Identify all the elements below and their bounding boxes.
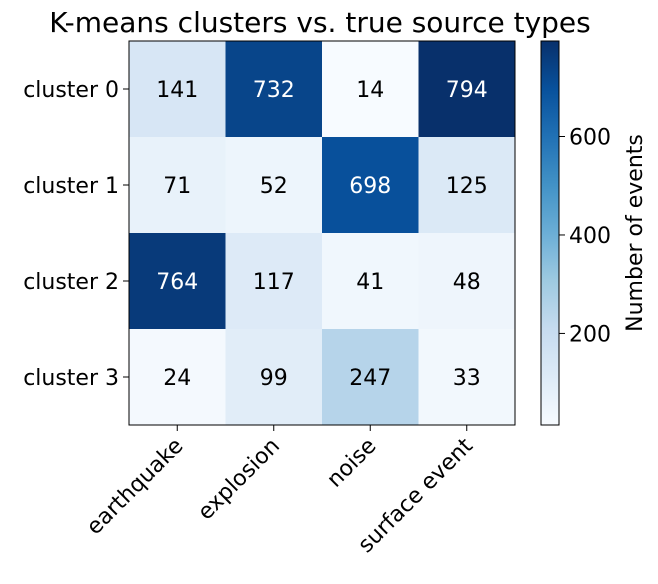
row-tick-labels: cluster 0 cluster 1 cluster 2 cluster 3 <box>23 78 129 391</box>
cell-value-label: 52 <box>260 174 288 199</box>
cell-value-label: 99 <box>260 366 288 391</box>
cell-value-label: 24 <box>163 366 191 391</box>
cell-value-label: 698 <box>349 174 391 199</box>
heatmap-cell <box>418 137 516 234</box>
heatmap-cell <box>129 329 226 426</box>
heatmap-cell <box>418 233 516 330</box>
cell-value-label: 247 <box>349 366 391 391</box>
plot-frame <box>128 40 516 426</box>
heatmap-cell <box>225 137 323 234</box>
cell-value-label: 732 <box>253 78 295 103</box>
heatmap-cell <box>129 137 226 234</box>
heatmap-cell <box>418 329 516 426</box>
cell-value-label: 14 <box>356 78 384 103</box>
cell-value-label: 71 <box>163 174 191 199</box>
row-tick-label: cluster 0 <box>23 78 119 103</box>
row-tick-label: cluster 3 <box>23 366 119 391</box>
heatmap-cells: 141 732 14 794 71 52 698 125 764 117 41 48 24 99 247 33 <box>129 41 516 426</box>
chart-title: K-means clusters vs. true source types <box>49 6 590 39</box>
column-tick-label: noise <box>322 434 381 493</box>
column-tick-label: earthquake <box>82 434 188 540</box>
colorbar <box>540 40 560 426</box>
cell-value-label: 117 <box>253 270 295 295</box>
row-tick-label: cluster 1 <box>23 174 119 199</box>
heatmap-cell <box>129 233 226 330</box>
cell-value-label: 125 <box>446 174 488 199</box>
heatmap-cell <box>225 233 323 330</box>
heatmap-cell <box>129 41 226 138</box>
cell-value-label: 141 <box>156 78 198 103</box>
row-tick-label: cluster 2 <box>23 270 119 295</box>
column-tick-label: explosion <box>193 434 285 526</box>
heatmap-cell <box>322 233 419 330</box>
cell-value-label: 764 <box>156 270 198 295</box>
heatmap-cell <box>322 137 419 234</box>
colorbar-ticks: 200 400 600 <box>559 126 611 347</box>
heatmap-cell <box>418 41 516 138</box>
heatmap-cell <box>322 41 419 138</box>
colorbar-tick-label: 200 <box>569 322 611 347</box>
cell-value-label: 41 <box>356 270 384 295</box>
colorbar-label: Number of events <box>623 134 648 332</box>
heatmap-cell <box>322 329 419 426</box>
cell-value-label: 794 <box>446 78 488 103</box>
cell-value-label: 33 <box>453 366 481 391</box>
heatmap-cell <box>225 329 323 426</box>
cell-value-label: 48 <box>453 270 481 295</box>
colorbar-tick-label: 600 <box>569 126 611 151</box>
colorbar-tick-label: 400 <box>569 224 611 249</box>
heatmap-cell <box>225 41 323 138</box>
